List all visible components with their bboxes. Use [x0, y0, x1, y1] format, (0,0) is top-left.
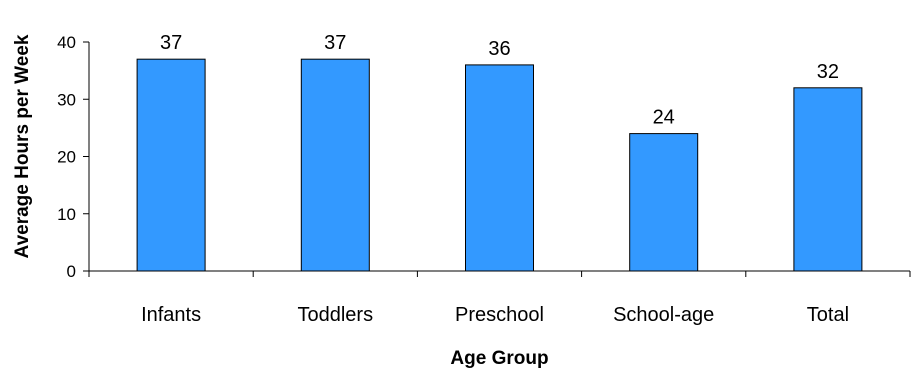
- bar-toddlers: [300, 58, 370, 272]
- data-label: 32: [817, 61, 839, 83]
- y-tick-label: 10: [57, 205, 76, 224]
- y-tick-label: 40: [57, 33, 76, 52]
- x-axis-ticks: Infants Toddlers Preschool School-age Total: [88, 271, 911, 326]
- bar-series: 37 37 36 24 32: [136, 32, 863, 272]
- x-tick-label: Total: [807, 304, 849, 326]
- data-label: 24: [653, 107, 675, 129]
- bar-preschool: [465, 64, 534, 272]
- x-tick-label: Preschool: [455, 304, 544, 326]
- data-label: 37: [160, 32, 182, 54]
- data-label: 37: [324, 32, 346, 54]
- x-tick-label: Toddlers: [297, 304, 373, 326]
- y-axis-ticks: 0 10 20 30 40: [57, 33, 89, 281]
- bar-total: [793, 87, 863, 272]
- x-tick-label: Infants: [141, 304, 201, 326]
- x-tick-label: School-age: [613, 304, 714, 326]
- y-tick-label: 30: [57, 90, 76, 109]
- data-label: 36: [488, 38, 510, 60]
- y-tick-label: 20: [57, 148, 76, 167]
- x-axis-title: Age Group: [450, 348, 548, 369]
- bar-infants: [136, 58, 206, 272]
- y-axis-title: Average Hours per Week: [12, 34, 33, 258]
- bar-school-age: [629, 133, 699, 272]
- y-tick-label: 0: [67, 262, 76, 281]
